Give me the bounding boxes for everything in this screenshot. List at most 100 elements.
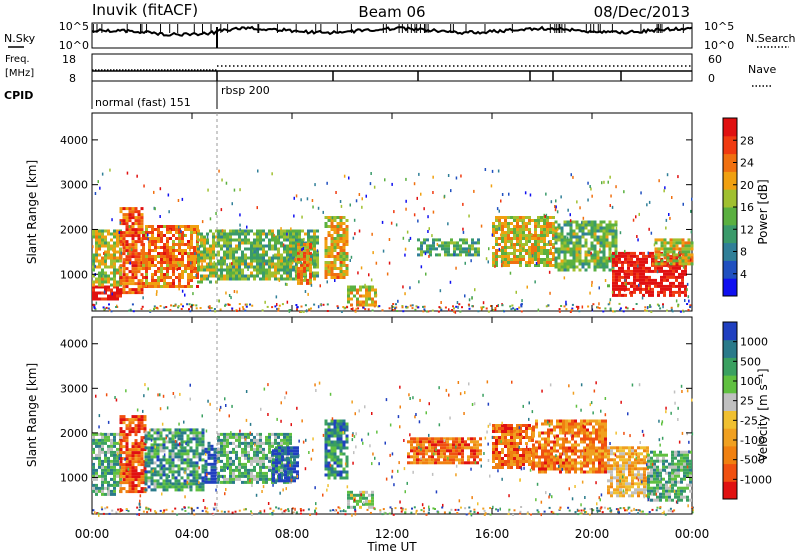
power-echo-cell xyxy=(504,222,507,225)
power-echo-cell xyxy=(645,278,648,282)
power-echo-cell xyxy=(435,247,438,251)
power-sparse-echo xyxy=(99,186,101,190)
power-echo-cell xyxy=(119,294,122,298)
power-echo-cell xyxy=(131,273,135,277)
power-ground-echo xyxy=(510,308,513,311)
power-echo-cell xyxy=(537,255,540,258)
velocity-echo-cell xyxy=(268,456,271,460)
velocity-echo-cell xyxy=(290,464,293,468)
velocity-echo-cell xyxy=(220,444,223,448)
power-echo-cell xyxy=(639,251,642,255)
velocity-echo-cell xyxy=(137,418,141,422)
power-echo-cell xyxy=(549,225,552,228)
velocity-echo-cell xyxy=(286,438,289,442)
power-colorbar-segment xyxy=(723,242,737,261)
power-sparse-echo xyxy=(531,233,533,237)
power-echo-cell xyxy=(347,294,350,298)
power-echo-cell xyxy=(203,256,206,260)
power-sparse-echo xyxy=(312,205,314,209)
velocity-echo-cell xyxy=(287,479,290,483)
velocity-echo-cell xyxy=(156,437,160,441)
power-echo-cell xyxy=(259,265,262,269)
power-sparse-echo xyxy=(545,192,547,196)
velocity-echo-cell xyxy=(143,424,147,428)
power-echo-cell xyxy=(516,216,519,219)
power-echo-cell xyxy=(119,271,122,275)
power-echo-cell xyxy=(110,238,113,242)
velocity-echo-cell xyxy=(177,458,181,462)
power-echo-cell xyxy=(197,259,200,263)
power-echo-cell xyxy=(590,229,594,233)
power-echo-cell xyxy=(122,267,126,271)
power-echo-cell xyxy=(684,244,688,248)
power-echo-cell xyxy=(546,234,549,237)
power-echo-cell xyxy=(528,216,531,219)
power-echo-cell xyxy=(122,258,126,262)
power-echo-cell xyxy=(160,252,163,255)
power-echo-cell xyxy=(648,254,651,258)
power-echo-cell xyxy=(666,275,669,279)
power-echo-cell xyxy=(203,259,206,263)
power-ground-echo xyxy=(459,310,462,313)
power-echo-cell xyxy=(223,241,226,245)
velocity-echo-cell xyxy=(232,432,235,436)
power-echo-cell xyxy=(95,238,98,242)
velocity-echo-cell xyxy=(368,493,371,497)
velocity-echo-cell xyxy=(431,443,434,447)
power-echo-cell xyxy=(220,259,223,263)
power-echo-cell xyxy=(519,231,522,234)
velocity-echo-cell xyxy=(262,474,265,478)
power-echo-cell xyxy=(365,300,368,304)
power-echo-cell xyxy=(116,235,119,239)
velocity-echo-cell xyxy=(284,452,287,456)
power-echo-cell xyxy=(283,271,286,275)
power-echo-cell xyxy=(672,250,676,254)
power-heatmap-cells xyxy=(92,168,694,314)
power-echo-cell xyxy=(209,247,212,251)
power-echo-cell xyxy=(131,231,135,235)
velocity-echo-cell xyxy=(492,451,495,454)
power-echo-cell xyxy=(163,252,166,255)
freq-tick-bottom: 8 xyxy=(69,72,76,85)
power-echo-cell xyxy=(345,273,349,276)
velocity-echo-cell xyxy=(232,471,235,475)
velocity-echo-cell xyxy=(153,479,157,483)
power-echo-cell xyxy=(456,253,459,257)
power-echo-cell xyxy=(590,235,594,239)
power-echo-cell xyxy=(498,225,501,228)
velocity-echo-cell xyxy=(92,471,95,475)
power-sparse-echo xyxy=(577,307,579,310)
power-echo-cell xyxy=(507,246,510,249)
velocity-echo-cell xyxy=(339,428,343,432)
velocity-echo-cell xyxy=(339,434,343,438)
power-echo-cell xyxy=(250,247,253,251)
velocity-echo-cell xyxy=(171,452,175,456)
power-echo-cell xyxy=(578,259,582,263)
velocity-echo-cell xyxy=(128,457,132,461)
power-sparse-echo xyxy=(591,283,593,287)
power-echo-cell xyxy=(333,246,337,249)
power-echo-cell xyxy=(608,229,612,233)
velocity-echo-cell xyxy=(229,441,232,445)
power-echo-cell xyxy=(633,254,636,258)
velocity-echo-cell xyxy=(153,440,157,444)
velocity-echo-cell xyxy=(128,451,132,455)
velocity-echo-cell xyxy=(253,477,256,481)
velocity-echo-cell xyxy=(171,485,175,489)
power-echo-cell xyxy=(516,258,519,261)
power-echo-cell xyxy=(666,272,669,276)
velocity-echo-cell xyxy=(131,469,135,473)
velocity-echo-cell xyxy=(159,437,163,441)
power-ground-echo xyxy=(188,308,190,311)
power-echo-cell xyxy=(119,207,123,211)
velocity-echo-cell xyxy=(180,434,184,438)
power-echo-cell xyxy=(669,254,672,258)
power-sparse-echo xyxy=(195,273,197,277)
power-echo-cell xyxy=(543,261,546,264)
power-echo-cell xyxy=(148,258,151,261)
power-echo-cell xyxy=(122,234,126,238)
power-echo-cell xyxy=(584,256,588,260)
power-echo-cell xyxy=(522,255,525,258)
velocity-echo-cell xyxy=(476,443,479,447)
power-echo-cell xyxy=(113,262,116,266)
